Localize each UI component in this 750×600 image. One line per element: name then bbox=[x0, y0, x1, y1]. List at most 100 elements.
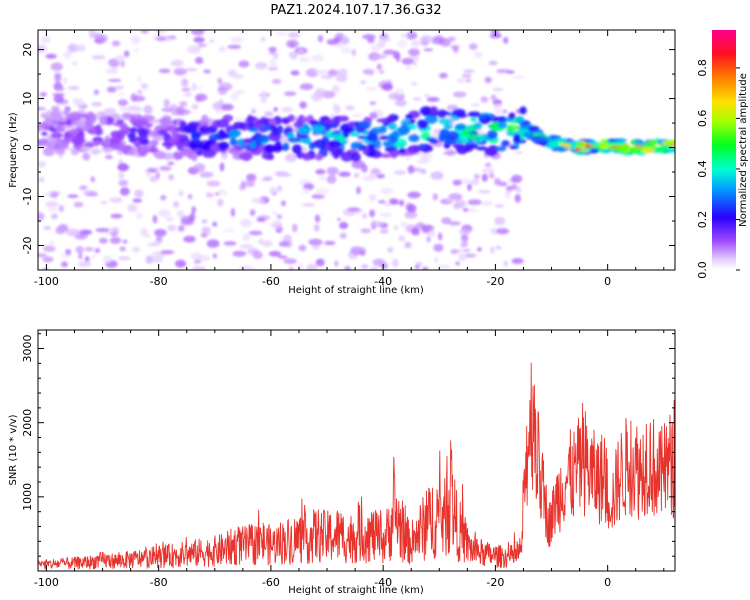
heat-cell bbox=[52, 123, 59, 129]
heat-cell bbox=[482, 167, 495, 174]
heat-cell bbox=[38, 44, 47, 53]
heat-cell bbox=[261, 89, 267, 98]
heat-cell bbox=[51, 105, 60, 111]
heat-cell bbox=[86, 111, 95, 119]
heat-cell bbox=[454, 199, 467, 208]
heat-cell bbox=[405, 154, 411, 162]
heat-cell bbox=[126, 149, 136, 156]
heat-cell bbox=[443, 123, 453, 130]
heat-cell bbox=[167, 161, 175, 166]
heat-cell bbox=[118, 106, 132, 112]
heat-cell bbox=[235, 90, 246, 95]
heat-cell bbox=[600, 143, 610, 149]
heat-cell bbox=[171, 131, 179, 141]
y-tick-label: -10 bbox=[21, 188, 34, 206]
heat-cell bbox=[505, 189, 511, 199]
heat-cell bbox=[118, 171, 125, 180]
heat-cell bbox=[347, 121, 356, 128]
heat-cell bbox=[159, 117, 170, 127]
heat-cell bbox=[495, 245, 502, 250]
heat-cell bbox=[338, 115, 350, 122]
heat-cell bbox=[379, 212, 392, 218]
heat-cell bbox=[127, 204, 138, 213]
heat-cell bbox=[452, 108, 466, 117]
heat-cell bbox=[388, 122, 397, 131]
heat-cell bbox=[42, 147, 55, 157]
heat-cell bbox=[508, 112, 516, 121]
heat-cell bbox=[286, 39, 299, 48]
heat-cell bbox=[380, 263, 388, 269]
heat-cell bbox=[263, 176, 273, 182]
heat-cell bbox=[439, 128, 450, 138]
heat-cell bbox=[79, 185, 88, 190]
heat-cell bbox=[410, 81, 418, 86]
heat-cell bbox=[69, 129, 80, 135]
heat-cell bbox=[105, 154, 113, 160]
heat-cell bbox=[470, 179, 480, 186]
heat-cell bbox=[247, 127, 260, 132]
heat-cell bbox=[276, 213, 283, 220]
spectrogram-heatmap bbox=[38, 30, 675, 270]
heat-cell bbox=[137, 75, 142, 83]
spectrogram-xlabel: Height of straight line (km) bbox=[288, 285, 424, 296]
y-tick-label: 0 bbox=[21, 144, 34, 151]
heat-cell bbox=[136, 118, 149, 127]
heat-cell bbox=[438, 118, 453, 125]
snr-frame bbox=[37, 329, 676, 572]
heat-cell bbox=[238, 60, 250, 68]
heat-cell bbox=[423, 48, 434, 52]
heat-cell bbox=[249, 209, 256, 216]
heat-cell bbox=[634, 140, 645, 146]
heat-cell bbox=[119, 123, 129, 132]
heat-cell bbox=[303, 183, 315, 191]
colorbar: 0.0 0.2 0.4 0.6 0.8 Normalized spectral ampl… bbox=[696, 30, 749, 279]
heat-cell bbox=[452, 179, 462, 186]
heat-cell bbox=[309, 120, 320, 125]
heat-cell bbox=[39, 92, 47, 97]
heat-cell bbox=[145, 255, 153, 264]
heat-cell bbox=[202, 149, 216, 158]
heat-cell bbox=[216, 119, 230, 128]
heat-cell bbox=[84, 256, 90, 263]
heat-cell bbox=[175, 106, 185, 115]
heat-cell bbox=[190, 252, 203, 260]
heat-cell bbox=[463, 248, 471, 253]
heat-cell bbox=[465, 78, 472, 83]
heat-cell bbox=[51, 132, 63, 139]
heat-cell bbox=[503, 36, 509, 44]
heat-cell bbox=[111, 41, 119, 46]
heat-cell bbox=[358, 120, 372, 128]
heat-cell bbox=[99, 115, 108, 126]
heat-cell bbox=[607, 138, 619, 143]
heat-cell bbox=[311, 194, 325, 199]
heat-cell bbox=[430, 171, 444, 180]
colorbar-tick-label: 0.0 bbox=[696, 261, 709, 279]
heat-cell bbox=[187, 121, 200, 128]
heat-cell bbox=[240, 218, 252, 228]
heat-cell bbox=[179, 120, 187, 130]
heat-cell bbox=[221, 152, 228, 160]
heat-cell bbox=[53, 94, 64, 103]
heat-cell bbox=[43, 226, 51, 230]
heat-cell bbox=[60, 254, 72, 258]
heat-cell bbox=[261, 240, 273, 247]
x-tick-label: -20 bbox=[486, 275, 504, 288]
heat-cell bbox=[217, 189, 228, 196]
heat-cell bbox=[381, 83, 393, 91]
x-tick-label: -80 bbox=[150, 576, 168, 589]
heat-cell bbox=[285, 153, 297, 163]
heat-cell bbox=[297, 263, 304, 270]
heat-cell bbox=[373, 54, 387, 60]
heat-cell bbox=[130, 35, 141, 45]
heat-cell bbox=[298, 127, 309, 136]
heat-cell bbox=[281, 106, 294, 113]
heat-cell bbox=[484, 76, 492, 83]
heat-cell bbox=[251, 149, 262, 156]
heat-cell bbox=[181, 87, 191, 92]
heat-cell bbox=[568, 143, 579, 149]
heat-cell bbox=[398, 125, 410, 136]
heat-cell bbox=[405, 65, 413, 70]
heat-cell bbox=[191, 151, 198, 162]
heat-cell bbox=[371, 168, 380, 175]
heat-cell bbox=[467, 183, 472, 191]
